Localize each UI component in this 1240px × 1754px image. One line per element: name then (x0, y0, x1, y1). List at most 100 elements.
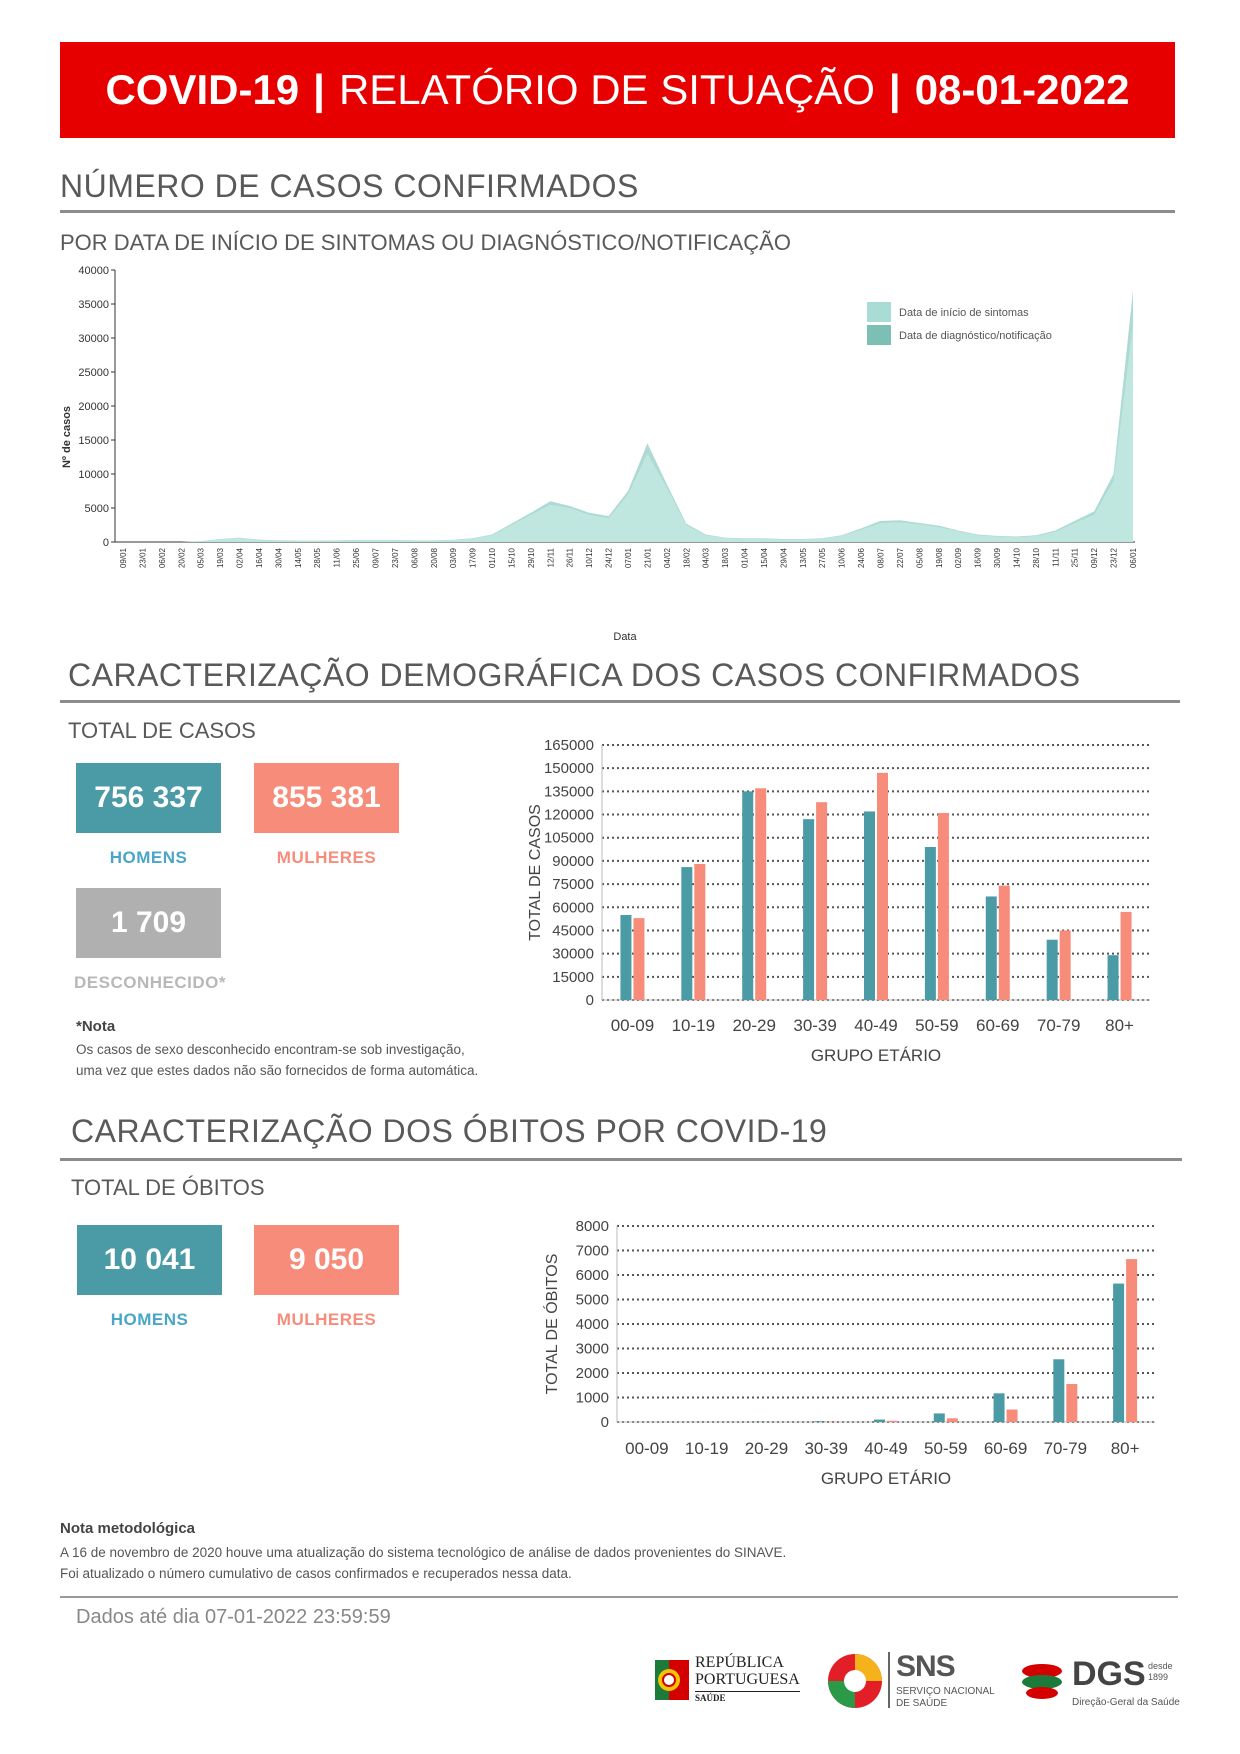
y-tick-label: 165000 (544, 737, 594, 754)
bar-women (1059, 930, 1071, 1000)
epi-x-tick-label: 22/07 (896, 547, 905, 568)
demo-section-title: CARACTERIZAÇÃO DEMOGRÁFICA DOS CASOS CON… (68, 657, 1081, 693)
cases-section-title: NÚMERO DE CASOS CONFIRMADOS (60, 168, 639, 204)
men-deaths-label: HOMENS (110, 1310, 189, 1329)
epidemic-curve-chart: 0 5000 10000 15000 20000 25000 30000 35000 40000… (61, 265, 1138, 642)
note-line: uma vez que estes dados não são fornecid… (76, 1063, 479, 1078)
x-tick-label: 20-29 (745, 1439, 788, 1458)
bar-men (864, 811, 875, 1000)
unknown-cases-box: 1 709 (76, 888, 221, 958)
epi-x-tick-label: 11/11 (1051, 547, 1060, 566)
epi-x-tick-label: 16/09 (974, 547, 983, 568)
men-cases-label: HOMENS (109, 848, 188, 867)
republica-portuguesa-logo: REPÚBLICA PORTUGUESA SAÚDE (655, 1652, 815, 1712)
epi-x-tick-label: 06/02 (158, 547, 167, 568)
epi-y-tick-label: 30000 (78, 333, 109, 345)
logo3-since1: desde (1148, 1661, 1173, 1671)
epi-y-tick-label: 25000 (78, 367, 109, 379)
epi-x-tick-label: 19/08 (935, 547, 944, 568)
bar-women (946, 1418, 958, 1422)
epi-x-tick-label: 30/09 (993, 547, 1002, 568)
women-deaths-box: 9 050 (254, 1225, 399, 1295)
bar-men (1046, 939, 1058, 1000)
note-text: Os casos de sexo desconhecido encontram-… (76, 1039, 478, 1081)
total-deaths-label: TOTAL DE ÓBITOS (71, 1175, 265, 1200)
x-tick-label: 00-09 (625, 1439, 668, 1458)
x-tick-label: 80+ (1111, 1439, 1140, 1458)
bar-women (694, 864, 706, 1000)
data-until: Dados até dia 07-01-2022 23:59:59 (76, 1606, 391, 1628)
bar-men (814, 1421, 826, 1422)
y-tick-label: 4000 (576, 1316, 609, 1333)
epi-x-axis-label: Data (613, 631, 637, 642)
y-tick-label: 8000 (576, 1218, 609, 1235)
bar-women (1126, 1259, 1138, 1422)
epi-y-tick-label: 5000 (85, 503, 109, 515)
y-tick-label: 3000 (576, 1341, 609, 1358)
logo1-line3: SAÚDE (695, 1691, 800, 1704)
epi-x-tick-label: 01/10 (488, 547, 497, 568)
bar-men (681, 867, 693, 1000)
epi-x-tick-label: 09/01 (119, 547, 128, 568)
epi-x-tick-label: 23/07 (391, 547, 400, 568)
header-title-bold: COVID-19 (105, 66, 300, 113)
y-tick-label: 135000 (544, 783, 594, 800)
section-divider (60, 210, 1175, 213)
legend-swatch-diagnosis (867, 325, 891, 345)
epi-x-tick-label: 30/04 (274, 547, 283, 568)
epi-x-tick-label: 02/04 (236, 547, 245, 568)
header-separator: | (313, 66, 325, 113)
bar-men (985, 896, 997, 1000)
y-tick-label: 45000 (552, 922, 594, 939)
note-title: *Nota (76, 1018, 116, 1035)
method-note-line: Foi atualizado o número cumulativo de ca… (60, 1566, 572, 1581)
total-cases-label: TOTAL DE CASOS (68, 718, 256, 743)
epi-x-tick-label: 23/12 (1110, 547, 1119, 568)
y-tick-label: 150000 (544, 760, 594, 777)
epi-x-tick-label: 24/06 (857, 547, 866, 568)
epi-x-tick-label: 18/02 (682, 547, 691, 568)
women-cases-box: 855 381 (254, 763, 399, 833)
y-tick-label: 75000 (552, 876, 594, 893)
epi-x-tick-label: 14/10 (1012, 547, 1021, 568)
x-tick-label: 30-39 (793, 1016, 836, 1035)
y-tick-label: 30000 (552, 946, 594, 963)
bar-women (755, 788, 767, 1000)
epi-x-tick-label: 02/09 (954, 547, 963, 568)
epi-x-tick-label: 17/09 (469, 547, 478, 568)
x-tick-label: 60-69 (976, 1016, 1019, 1035)
note-line: Os casos de sexo desconhecido encontram-… (76, 1042, 465, 1057)
y-tick-label: 6000 (576, 1267, 609, 1284)
epi-x-tick-label: 28/10 (1032, 547, 1041, 568)
y-tick-label: 7000 (576, 1243, 609, 1260)
y-tick-label: 15000 (552, 969, 594, 986)
women-deaths-value: 9 050 (288, 1243, 365, 1276)
women-deaths-label: MULHERES (276, 1310, 377, 1329)
y-tick-label: 90000 (552, 853, 594, 870)
bar-women (887, 1420, 898, 1422)
y-tick-label: 105000 (544, 830, 594, 847)
bar-men (933, 1413, 945, 1422)
unknown-cases-label: DESCONHECIDO* (74, 973, 226, 992)
x-tick-label: 40-49 (864, 1439, 907, 1458)
bar-women (1006, 1409, 1018, 1422)
bar-men (1053, 1359, 1065, 1422)
epi-x-tick-label: 18/03 (721, 547, 730, 568)
x-tick-label: 40-49 (854, 1016, 897, 1035)
epi-x-tick-label: 09/07 (372, 547, 381, 568)
x-tick-label: 70-79 (1044, 1439, 1087, 1458)
y-tick-label: 120000 (544, 807, 594, 824)
epi-x-tick-label: 26/11 (566, 547, 575, 567)
epi-x-tick-label: 14/05 (294, 547, 303, 568)
epi-x-tick-label: 27/05 (818, 547, 827, 568)
method-note-title: Nota metodológica (60, 1520, 196, 1537)
cases-section-subtitle: POR DATA DE INÍCIO DE SINTOMAS OU DIAGNÓ… (60, 230, 791, 255)
epi-x-tick-label: 05/03 (197, 547, 206, 568)
bar-men (1113, 1283, 1125, 1422)
cases-by-age-chart: 0 15000 30000 45000 60000 75000 90000 105000 120… (527, 737, 1150, 1065)
portugal-shield-icon (655, 1660, 689, 1700)
legend-diagnosis: Data de diagnóstico/notificação (899, 330, 1052, 342)
legend-swatch-symptoms (867, 302, 891, 322)
epi-x-tick-label: 07/01 (624, 547, 633, 568)
men-deaths-value: 10 041 (103, 1243, 196, 1276)
